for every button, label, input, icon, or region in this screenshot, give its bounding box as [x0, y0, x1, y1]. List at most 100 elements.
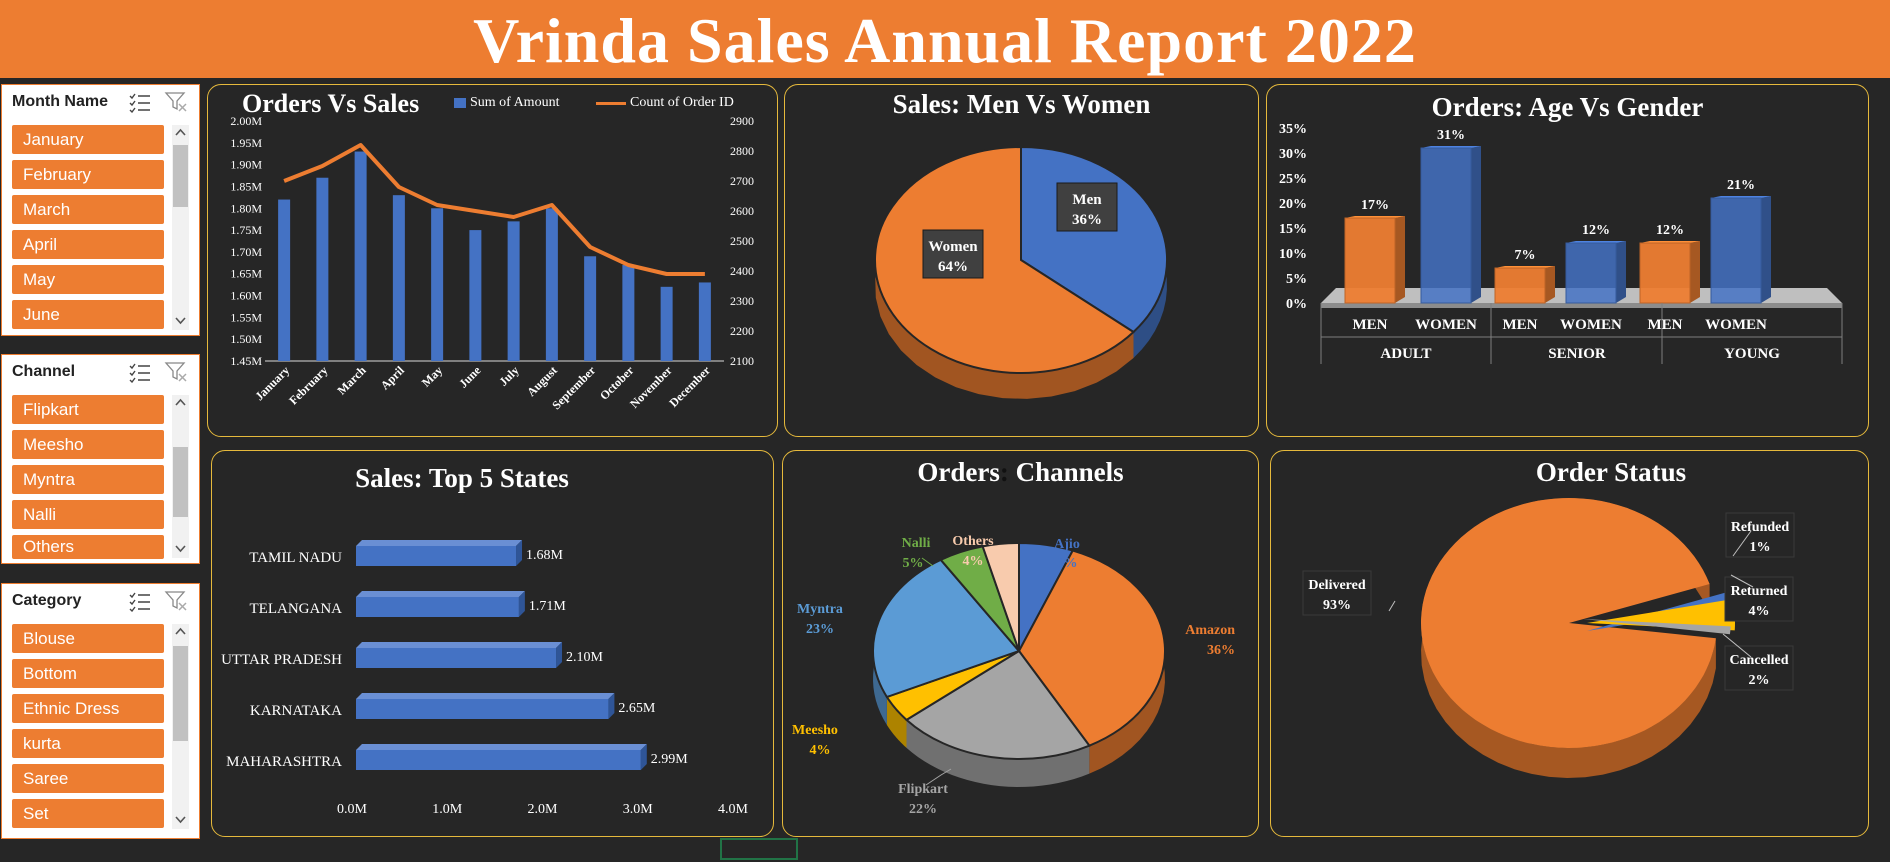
chart-title: Order Status [1535, 457, 1687, 487]
pie-side-channels [906, 719, 1090, 787]
x-axis-tick: March [334, 363, 368, 397]
pie-slice-channels [872, 558, 1021, 699]
y-axis-tick: TAMIL NADU [249, 550, 342, 566]
multi-select-icon[interactable] [128, 91, 152, 113]
sales-bar [469, 230, 482, 361]
x-axis-tick: 4.0M [718, 802, 749, 817]
left-axis-tick: 2.00M [230, 114, 262, 128]
slicer-category-item[interactable]: Blouse [12, 624, 164, 653]
y-axis-tick: UTTAR PRADESH [221, 652, 342, 668]
left-axis-tick: 1.50M [230, 332, 262, 346]
states-bar-plot: TAMIL NADU 1.68M TELANGANA 1.71M UTTAR PRADE… [221, 540, 749, 817]
chart-orders-age-vs-gender[interactable]: Orders: Age Vs Gender 0% 5% 10% 15% 20% 25% 30… [1266, 84, 1869, 437]
leader-line [921, 557, 934, 567]
slicer-category-item[interactable]: kurta [12, 729, 164, 758]
slicer-month[interactable]: Month Name January February March April … [1, 84, 200, 336]
pie-slice-status [1421, 498, 1716, 748]
report-title-bar: Vrinda Sales Annual Report 2022 [0, 0, 1890, 78]
chart-sales-men-vs-women[interactable]: Sales: Men Vs Women Men 36% Women 64% [784, 84, 1259, 437]
x-axis-group: SENIOR [1548, 346, 1606, 362]
slicer-month-item[interactable]: May [12, 265, 164, 294]
data-label-value: 2% [1749, 673, 1770, 688]
multi-select-icon[interactable] [128, 590, 152, 612]
chart-title: Orders: Age Vs Gender [1431, 92, 1704, 122]
y-axis-tick: 0% [1286, 297, 1307, 312]
slicer-month-item[interactable]: January [12, 125, 164, 154]
slicer-channel-item[interactable]: Myntra [12, 465, 164, 494]
slicer-channel-item[interactable]: Nalli [12, 500, 164, 529]
multi-select-icon[interactable] [128, 361, 152, 383]
clear-filter-icon[interactable] [164, 91, 188, 113]
y-axis-tick: 5% [1286, 272, 1307, 287]
slicer-channel-item[interactable]: Flipkart [12, 395, 164, 424]
legend-label: Count of Order ID [630, 95, 734, 110]
state-bar [356, 699, 609, 719]
y-axis-tick: KARNATAKA [250, 703, 342, 719]
bar-top [356, 693, 615, 699]
chart-top-5-states[interactable]: Sales: Top 5 States TAMIL NADU 1.68M TELAN… [211, 450, 774, 837]
data-label-name: Flipkart [898, 782, 948, 797]
data-label-value: 64% [938, 259, 968, 275]
legend-label: Sum of Amount [470, 95, 560, 110]
left-axis-tick: 1.70M [230, 245, 262, 259]
slicer-month-item[interactable]: April [12, 230, 164, 259]
x-axis-tick: 2.0M [528, 802, 559, 817]
clear-filter-icon[interactable] [164, 590, 188, 612]
pie-slice-channels [981, 541, 1020, 652]
data-label-value: 4% [1749, 604, 1770, 619]
data-label-name: Myntra [797, 602, 843, 617]
bar-side [518, 591, 525, 617]
y-axis-tick: 15% [1279, 222, 1307, 237]
slicer-month-item[interactable]: March [12, 195, 164, 224]
right-axis-tick: 2200 [730, 324, 754, 338]
slicer-category-item[interactable]: Set [12, 799, 164, 828]
pie-slice-channels [1017, 549, 1166, 747]
sales-bar [316, 177, 329, 361]
data-label-name: Cancelled [1729, 653, 1788, 668]
slicer-category-scrollbar[interactable] [172, 624, 189, 829]
chart-orders-channels[interactable]: Orders: Channels Ajio 6% Amazon 36% Flipkart… [782, 450, 1259, 837]
x-axis-tick: July [496, 363, 521, 388]
y-axis-tick: 10% [1279, 247, 1307, 262]
bar-side [1761, 196, 1771, 303]
slicer-channel[interactable]: Channel Flipkart Meesho Myntra Nalli Oth… [1, 354, 200, 564]
y-axis-tick: 30% [1279, 147, 1307, 162]
slicer-category-item[interactable]: Saree [12, 764, 164, 793]
bar-side [1545, 266, 1555, 303]
bar-side [1395, 216, 1405, 303]
chart-title: Sales: Top 5 States [355, 463, 569, 493]
state-bar [356, 546, 517, 566]
data-label-value: 36% [1207, 643, 1235, 658]
slicer-category-item[interactable]: Bottom [12, 659, 164, 688]
slicer-channel-scrollbar[interactable] [172, 395, 189, 558]
left-axis-tick: 1.80M [230, 201, 262, 215]
left-axis-tick: 1.60M [230, 289, 262, 303]
slicer-channel-item[interactable]: Meesho [12, 430, 164, 459]
leader-line [1732, 530, 1752, 557]
right-axis-tick: 2700 [730, 174, 754, 188]
data-label-name: Delivered [1308, 578, 1365, 593]
slicer-month-item[interactable]: February [12, 160, 164, 189]
bar-top [356, 540, 523, 546]
age-gender-plot: 0% 5% 10% 15% 20% 25% 30% 35% 17% 31% 7% 12% 12% 21% M… [1279, 122, 1843, 364]
pie-slice-channels [904, 649, 1091, 760]
slicer-month-item[interactable]: June [12, 300, 164, 329]
selected-cell[interactable] [720, 838, 798, 860]
clear-filter-icon[interactable] [164, 361, 188, 383]
data-label-name: Women [928, 239, 978, 255]
slicer-channel-item[interactable]: Others [12, 535, 164, 559]
slicer-category-item[interactable]: Ethnic Dress [12, 694, 164, 723]
right-axis-tick: 2300 [730, 294, 754, 308]
bar-side [1616, 241, 1626, 303]
slicer-month-scrollbar[interactable] [172, 125, 189, 330]
y-axis-tick: 25% [1279, 172, 1307, 187]
orders-line [283, 143, 705, 276]
chart-order-status[interactable]: Order Status Delivered 93% Cancelled 2% Retu… [1270, 450, 1869, 837]
data-label: 2.10M [566, 650, 604, 665]
state-bar [356, 648, 557, 668]
x-axis-tick: August [524, 363, 560, 399]
age-gender-bar [1344, 217, 1396, 304]
data-label-value: 23% [806, 622, 834, 637]
slicer-category[interactable]: Category Blouse Bottom Ethnic Dress kurt… [1, 583, 200, 839]
chart-orders-vs-sales[interactable]: Orders Vs Sales Sum of Amount Count of O… [207, 84, 778, 437]
